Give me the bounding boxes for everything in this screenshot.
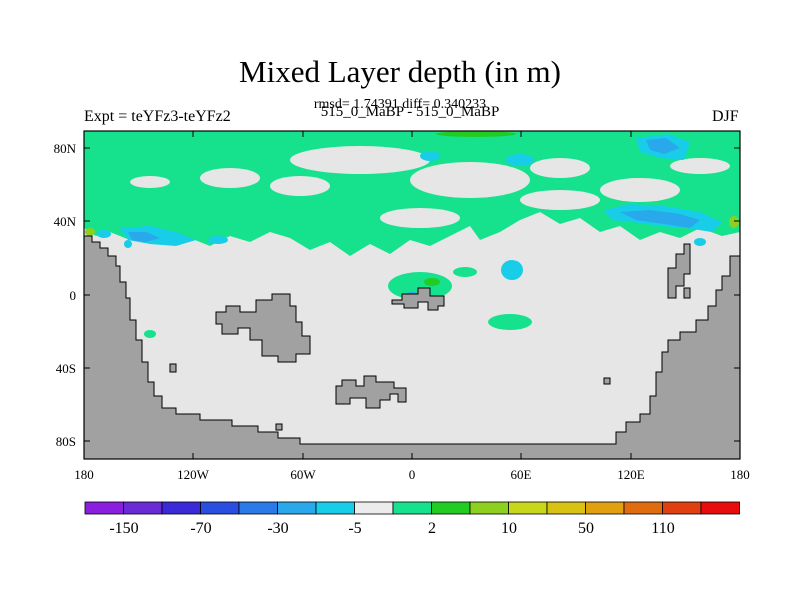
land-east-peninsula	[667, 243, 691, 299]
lon-tick-label: 120E	[617, 467, 645, 482]
near-zero-regions	[130, 146, 730, 228]
colorbar-swatch	[354, 501, 394, 515]
map-plot	[83, 130, 741, 460]
run-label: 515_0_MaBP - 515_0_MaBP	[320, 104, 500, 120]
colorbar	[84, 501, 740, 515]
colorbar-label: -5	[348, 520, 361, 537]
colorbar-label: -150	[109, 520, 138, 537]
map-title: Mixed Layer depth (in m)	[239, 54, 561, 89]
strong-positive-regions	[85, 131, 739, 286]
lat-tick-label: 0	[70, 288, 77, 303]
land-small-islet-a	[275, 423, 283, 431]
colorbar-swatch	[700, 501, 740, 515]
latitude-axis	[84, 147, 740, 442]
colorbar-swatch	[200, 501, 240, 515]
colorbar-label: 110	[651, 520, 674, 537]
colorbar-swatch	[238, 501, 278, 515]
colorbar-swatch	[431, 501, 471, 515]
colorbar-label: 50	[578, 520, 594, 537]
colorbar-labels: -150 -70 -30 -5 2 10 50 110	[109, 520, 674, 537]
colorbar-label: 2	[428, 520, 436, 537]
colorbar-swatch	[161, 501, 201, 515]
lat-tick-label: 40N	[54, 214, 77, 229]
colorbar-swatch	[546, 501, 586, 515]
lat-tick-label: 40S	[56, 361, 76, 376]
land-west-continent	[83, 235, 741, 460]
lon-tick-label: 60E	[511, 467, 532, 482]
tick-labels: 80N 40N 0 40S 80S 180 120W 60W 0 60E 120…	[54, 141, 750, 482]
lon-tick-label: 0	[409, 467, 416, 482]
lat-tick-label: 80S	[56, 434, 76, 449]
land-central-south	[215, 293, 311, 363]
colorbar-swatch	[508, 501, 548, 515]
colorbar-label: -30	[267, 520, 288, 537]
land-small-islet-c	[169, 363, 177, 373]
colorbar-label: 10	[501, 520, 517, 537]
land-equatorial-island	[391, 287, 445, 311]
colorbar-swatch	[123, 501, 163, 515]
experiment-label: Expt = teYFz3-teYFz2	[84, 108, 231, 125]
land-southern-island	[335, 375, 407, 409]
land-small-islet-b	[603, 377, 611, 385]
colorbar-swatch	[585, 501, 625, 515]
longitude-axis	[83, 131, 741, 459]
colorbar-label: -70	[190, 520, 211, 537]
land-masses	[83, 235, 741, 460]
lat-tick-label: 80N	[54, 141, 77, 156]
season-label: DJF	[712, 108, 739, 125]
colorbar-swatch	[469, 501, 509, 515]
lon-tick-label: 180	[74, 467, 94, 482]
negative-anomaly-regions	[97, 134, 722, 300]
lon-tick-label: 60W	[290, 467, 316, 482]
lon-tick-label: 180	[730, 467, 750, 482]
colorbar-swatch	[623, 501, 663, 515]
lon-tick-label: 120W	[177, 467, 210, 482]
colorbar-swatch	[392, 501, 432, 515]
colorbar-swatch	[662, 501, 702, 515]
land-east-islet	[683, 287, 691, 299]
map-subtitle: rmsd= 1.74391 diff= 0.340233	[313, 97, 487, 112]
colorbar-swatch	[315, 501, 355, 515]
colorbar-swatch	[84, 501, 124, 515]
colorbar-swatch	[277, 501, 317, 515]
